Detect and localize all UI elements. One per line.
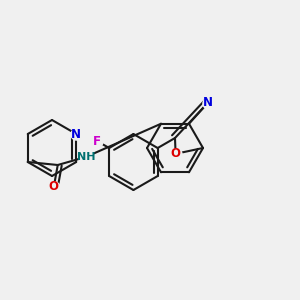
Text: F: F: [93, 134, 101, 148]
Text: O: O: [49, 181, 59, 194]
Text: O: O: [171, 147, 181, 160]
Text: N: N: [203, 96, 213, 110]
Text: N: N: [71, 128, 81, 140]
Text: NH: NH: [76, 152, 95, 162]
